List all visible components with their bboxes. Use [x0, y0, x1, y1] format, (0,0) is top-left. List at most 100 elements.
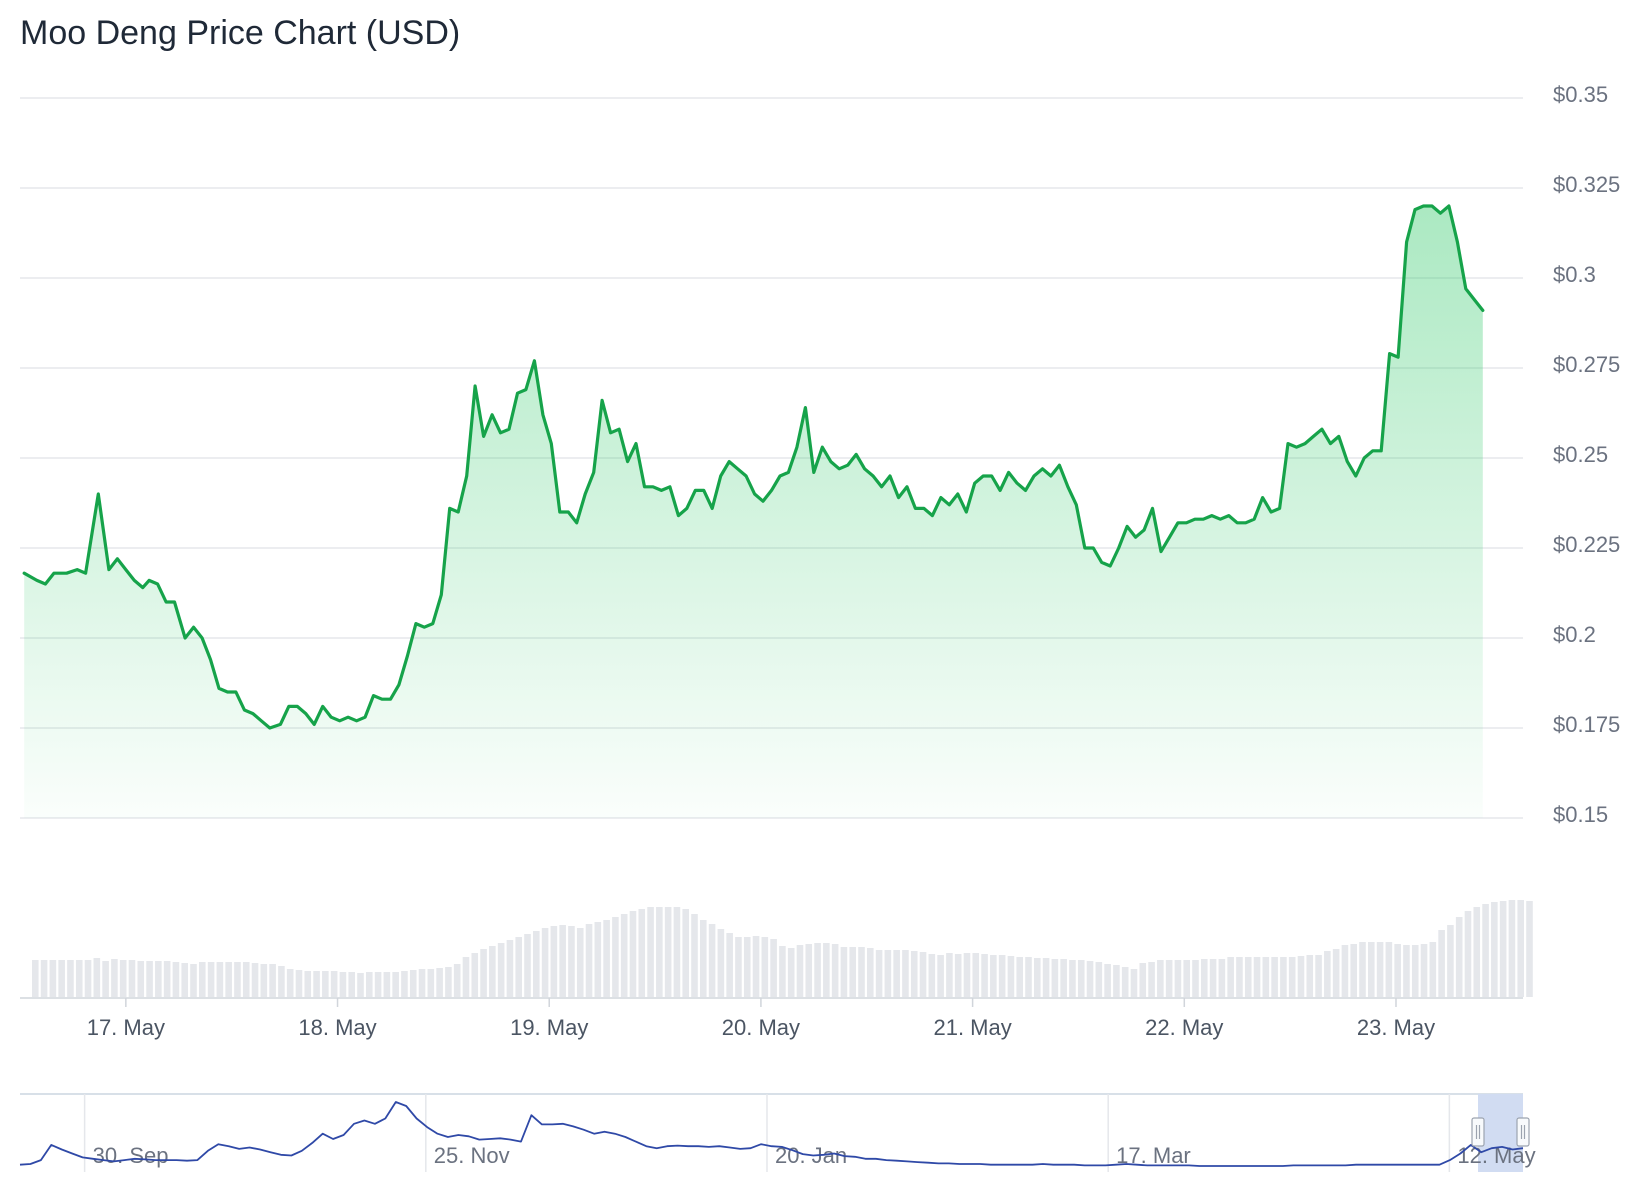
volume-bar: [1262, 957, 1270, 997]
volume-bar: [216, 962, 224, 997]
volume-bar: [1359, 942, 1366, 997]
volume-bar: [831, 944, 839, 997]
volume-bar: [445, 967, 452, 997]
volume-bar: [1007, 956, 1015, 997]
volume-bar: [1095, 962, 1103, 997]
volume-bar: [181, 963, 189, 997]
volume-bar: [1130, 969, 1138, 997]
chart-title: Moo Deng Price Chart (USD): [20, 14, 461, 52]
volume-bar: [700, 920, 707, 997]
navigator-left-handle[interactable]: [1471, 1117, 1485, 1147]
navigator-tick-label: 30. Sep: [93, 1143, 169, 1168]
volume-bar: [1051, 959, 1059, 997]
volume-bar: [1411, 945, 1419, 997]
volume-bar: [199, 962, 206, 997]
y-tick-label: $0.175: [1553, 712, 1620, 737]
volume-bar: [884, 950, 892, 997]
volume-bar: [207, 962, 215, 997]
navigator-right-handle[interactable]: [1516, 1117, 1530, 1147]
volume-bar: [673, 907, 681, 997]
volume-bar: [383, 972, 391, 997]
volume-bar: [286, 969, 294, 997]
volume-bar: [1192, 960, 1199, 997]
volume-bar: [1499, 901, 1507, 997]
handle-body: [1516, 1117, 1530, 1147]
volume-bar: [1271, 957, 1278, 997]
volume-bar: [647, 907, 654, 997]
volume-bar: [823, 943, 830, 997]
x-tick-label: 23. May: [1357, 1015, 1435, 1040]
volume-bar: [1077, 960, 1085, 997]
volume-bar: [93, 958, 101, 997]
volume-bar: [1253, 957, 1261, 997]
volume-bar: [1491, 902, 1498, 997]
volume-bar: [1042, 958, 1050, 997]
volume-bar: [902, 950, 909, 997]
price-area-fill: [24, 206, 1483, 818]
volume-bar: [576, 928, 584, 997]
volume-bar: [787, 948, 795, 997]
volume-bar: [436, 968, 443, 997]
price-line: [22, 204, 1485, 730]
volume-bar: [67, 960, 74, 997]
volume-bar: [1324, 951, 1331, 997]
volume-bar: [374, 972, 382, 997]
volume-bar: [128, 960, 136, 997]
navigator-selection: [1478, 1094, 1523, 1172]
y-tick-label: $0.325: [1553, 172, 1620, 197]
volume-bar: [1244, 957, 1252, 997]
volume-bar: [1482, 904, 1489, 997]
volume-bar: [471, 953, 479, 997]
volume-bar: [163, 961, 171, 997]
volume-bar: [981, 954, 988, 997]
volume-bar: [1218, 959, 1226, 997]
volume-bar: [629, 911, 637, 997]
volume-bar: [867, 948, 874, 997]
volume-bar: [32, 960, 39, 997]
volume-bar: [506, 940, 514, 997]
volume-bar: [1332, 949, 1340, 997]
volume-bar: [840, 947, 848, 997]
volume-bar: [1016, 957, 1024, 997]
volume-bar: [401, 971, 408, 997]
volume-bar: [1148, 962, 1155, 997]
volume-bar: [1368, 942, 1375, 997]
navigator[interactable]: 30. Sep 25. Nov 20. Jan 17. Mar 12. May: [19, 1093, 1536, 1172]
volume-bar: [339, 972, 347, 997]
volume-bar: [1403, 945, 1410, 997]
volume-bar: [726, 933, 733, 997]
volume-bar: [1236, 957, 1243, 997]
volume-bar: [497, 943, 505, 997]
volume-bar: [1341, 945, 1349, 997]
volume-bar: [1034, 958, 1041, 997]
volume-bar: [1438, 930, 1445, 997]
y-axis: $0.35 $0.325 $0.3 $0.275 $0.25 $0.225 $0.2 $0.1…: [1553, 82, 1620, 827]
volume-bar: [1420, 944, 1428, 997]
volume-bar: [612, 917, 619, 997]
volume-bar: [330, 971, 338, 997]
volume-bar: [743, 937, 751, 997]
volume-bar: [708, 924, 716, 997]
volume-bar: [972, 953, 980, 997]
volume-bar: [585, 924, 593, 997]
volume-bar: [1183, 960, 1191, 997]
volume-bar: [102, 961, 109, 997]
volume-bar: [761, 937, 769, 997]
volume-bar: [638, 909, 646, 997]
volume-bar: [392, 972, 399, 997]
volume-bar: [1025, 957, 1032, 997]
volume-bar: [278, 966, 285, 997]
volume-bar: [234, 962, 241, 997]
volume-bar: [1174, 960, 1182, 997]
volume-bar: [146, 961, 153, 997]
volume-bar: [1165, 960, 1173, 997]
volume-bar: [620, 914, 628, 997]
y-tick-label: $0.2: [1553, 622, 1596, 647]
volume-bar: [49, 960, 57, 997]
volume-bar: [1280, 957, 1287, 997]
volume-bar: [1394, 944, 1401, 997]
volume-bar: [1069, 960, 1076, 997]
y-tick-label: $0.225: [1553, 532, 1620, 557]
volume-bar: [1104, 964, 1111, 997]
